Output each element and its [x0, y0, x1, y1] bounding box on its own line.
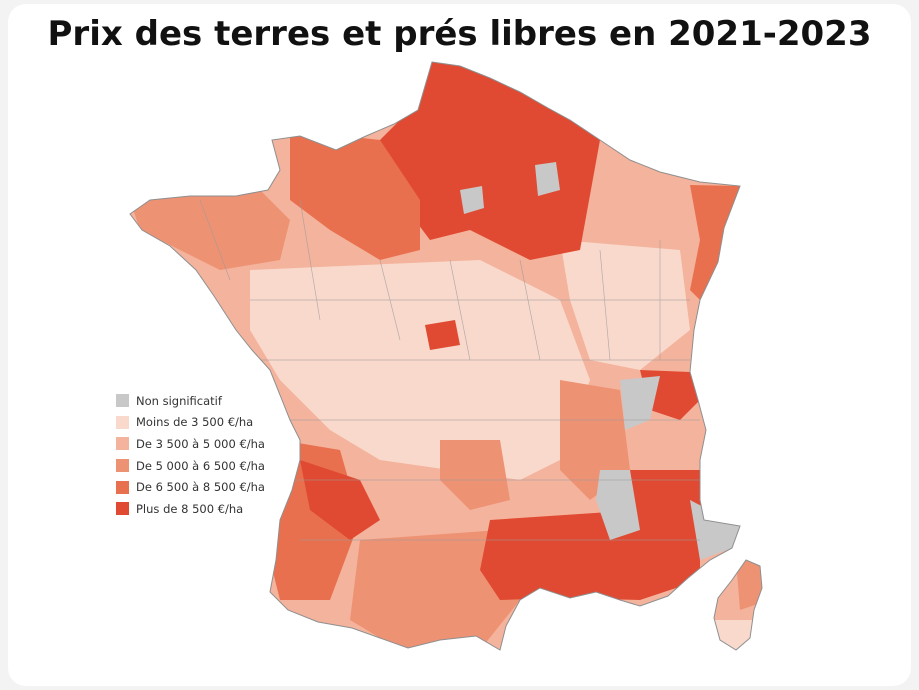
- region-alsace: [690, 185, 740, 300]
- legend-label: Plus de 8 500 €/ha: [136, 501, 244, 516]
- legend-swatch: [116, 415, 129, 429]
- legend-swatch: [116, 480, 129, 494]
- region-east-low: [560, 240, 690, 370]
- mainland-france: [129, 61, 741, 651]
- legend-item: De 5 000 à 6 500 €/ha: [116, 455, 265, 477]
- region-auvergne: [440, 440, 510, 510]
- legend-label: Moins de 3 500 €/ha: [136, 415, 254, 430]
- region-normandy: [290, 130, 420, 260]
- region-brittany: [130, 190, 290, 270]
- legend-item: De 3 500 à 5 000 €/ha: [116, 433, 265, 455]
- legend-swatch: [116, 502, 129, 516]
- region-provence: [480, 510, 700, 600]
- region-paris-grey: [460, 186, 484, 214]
- region-centre-pocket: [425, 320, 460, 350]
- legend-label: De 6 500 à 8 500 €/ha: [136, 480, 265, 495]
- legend-label: Non significatif: [136, 393, 222, 408]
- region-alps: [620, 470, 704, 530]
- legend-item: Plus de 8 500 €/ha: [116, 498, 265, 520]
- legend-label: De 5 000 à 6 500 €/ha: [136, 458, 265, 473]
- region-alps-grey: [596, 470, 640, 540]
- legend-item: De 6 500 à 8 500 €/ha: [116, 476, 265, 498]
- legend-swatch: [116, 459, 129, 473]
- legend-item: Non significatif: [116, 390, 265, 412]
- legend-label: De 3 500 à 5 000 €/ha: [136, 436, 265, 451]
- region-rhone-grey: [620, 376, 660, 430]
- map-title: Prix des terres et prés libres en 2021-2…: [47, 14, 872, 54]
- corsica: [713, 559, 763, 651]
- legend-swatch: [116, 394, 129, 408]
- map-legend: Non significatif Moins de 3 500 €/ha De …: [116, 390, 265, 520]
- region-occitanie: [350, 530, 520, 650]
- region-north-grey: [535, 162, 560, 196]
- region-centre-low: [250, 260, 590, 480]
- legend-swatch: [116, 437, 129, 451]
- legend-item: Moins de 3 500 €/ha: [116, 412, 265, 434]
